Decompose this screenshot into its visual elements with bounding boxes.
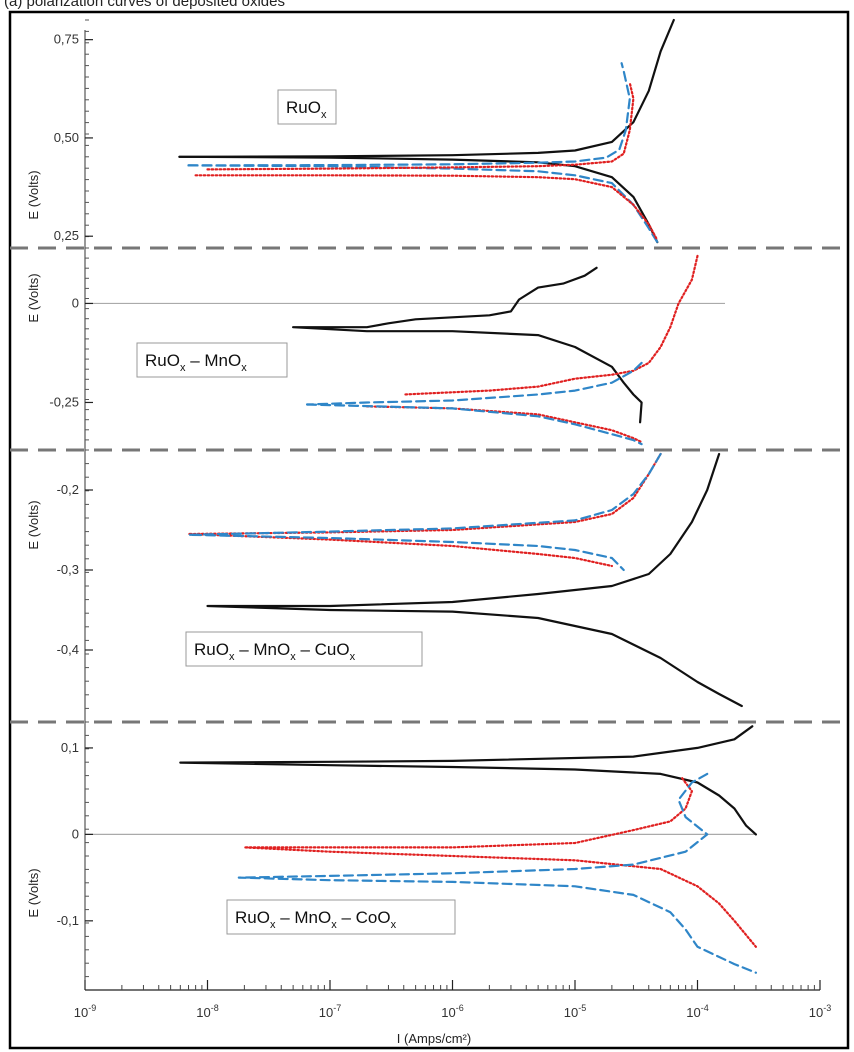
y-tick-label: 0,75 <box>54 32 79 47</box>
series-line-blue <box>187 62 631 167</box>
figure-caption: (a) polarization curves of deposited oxi… <box>4 0 285 10</box>
x-tick-label: 10-8 <box>196 1003 218 1020</box>
series-line-black <box>178 155 659 244</box>
y-tick-label: -0,3 <box>57 562 79 577</box>
y-tick-label: -0,4 <box>57 642 79 657</box>
panel-label: RuOx – MnOx – CoOx <box>235 908 397 931</box>
series-line-red <box>243 777 757 948</box>
x-tick-label: 10-6 <box>441 1003 463 1020</box>
y-axis-label: E (Volts) <box>26 170 41 219</box>
y-axis-label: E (Volts) <box>26 868 41 917</box>
series-line-black <box>179 725 757 836</box>
series-line-blue <box>187 452 662 572</box>
series-line-blue <box>306 403 643 446</box>
panel-label: RuOx <box>286 98 327 121</box>
y-tick-label: -0,1 <box>57 913 79 928</box>
series-line-red <box>365 405 643 444</box>
x-tick-label: 10-3 <box>809 1003 831 1020</box>
y-tick-label: -0,2 <box>57 482 79 497</box>
series-line-red <box>402 254 699 396</box>
y-tick-label: 0,1 <box>61 740 79 755</box>
y-axis-label: E (Volts) <box>26 500 41 549</box>
series-line-blue <box>237 772 757 974</box>
panel-label-box <box>277 89 337 125</box>
x-tick-label: 10-7 <box>319 1003 341 1020</box>
y-tick-label: 0 <box>72 295 79 310</box>
panel-label-box <box>185 631 423 667</box>
series-line-black <box>292 266 643 424</box>
series-line-red <box>187 452 662 568</box>
series-line-red <box>206 81 635 171</box>
plot-frame <box>8 10 850 1050</box>
y-tick-label: 0,50 <box>54 130 79 145</box>
y-tick-label: 0,25 <box>54 228 79 243</box>
y-axis-label: E (Volts) <box>26 273 41 322</box>
panel-label: RuOx – MnOx <box>145 351 247 374</box>
y-tick-label: 0 <box>72 826 79 841</box>
x-tick-label: 10-4 <box>686 1003 708 1020</box>
series-line-blue <box>306 361 643 406</box>
panel-label-box <box>226 899 456 935</box>
series-line-black <box>206 452 743 708</box>
y-tick-label: -0,25 <box>49 394 79 409</box>
panel-label-box <box>136 342 288 378</box>
x-tick-label: 10-5 <box>564 1003 586 1020</box>
x-axis-label: I (Amps/cm²) <box>397 1031 471 1046</box>
series-line-black <box>178 18 675 158</box>
x-tick-label: 10-9 <box>74 1003 96 1020</box>
series-line-red <box>194 174 659 242</box>
series-line-blue <box>187 164 659 244</box>
panel-label: RuOx – MnOx – CuOx <box>194 640 356 663</box>
